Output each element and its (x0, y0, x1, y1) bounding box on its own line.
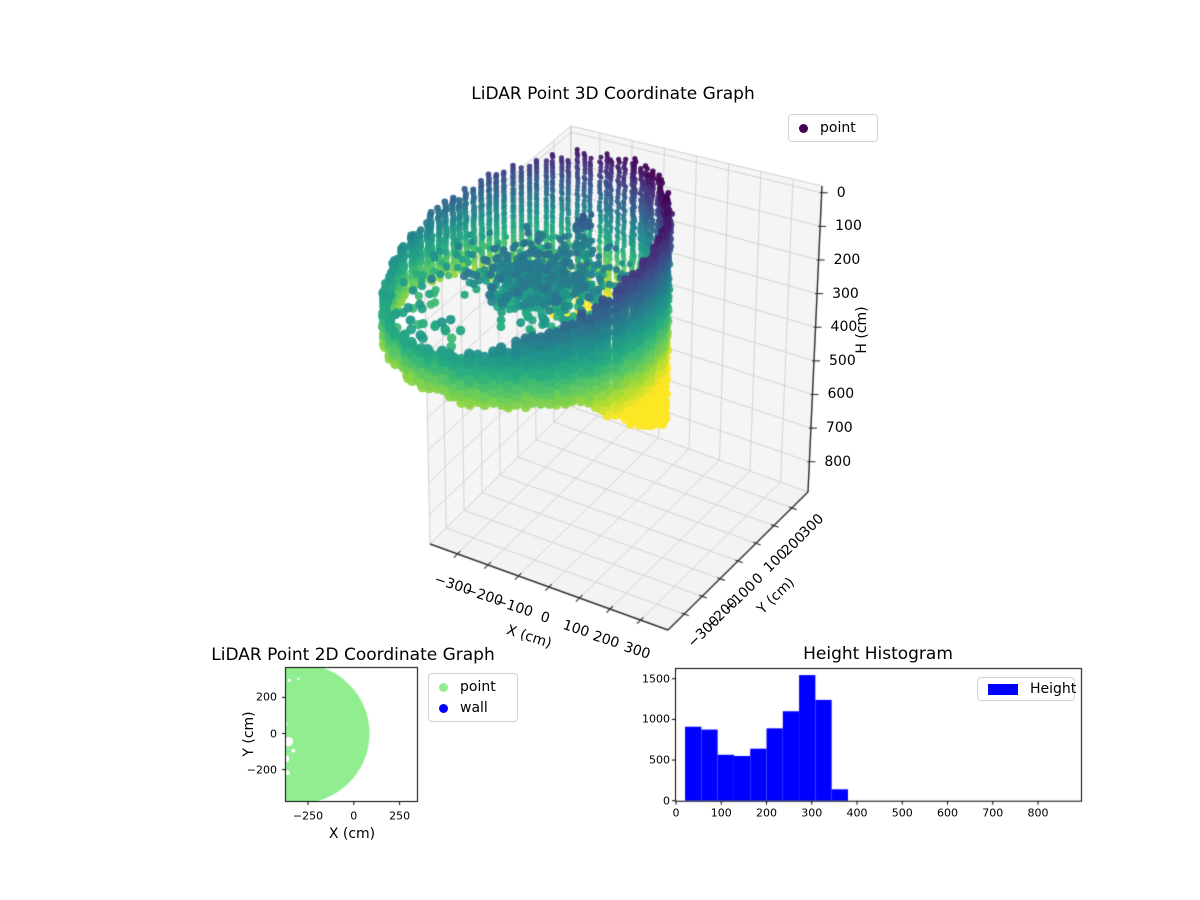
height-legend-label: Height (1030, 680, 1077, 697)
hist-x-tick-label: 200 (756, 806, 777, 819)
point-legend-marker (439, 682, 448, 692)
3d-scatter-plot-canvas (300, 80, 900, 660)
3d-z-tick-label: 600 (827, 386, 855, 403)
2d-plot-title: LiDAR Point 2D Coordinate Graph (211, 645, 495, 665)
hist-x-tick-label: 700 (982, 806, 1004, 819)
3d-z-tick-label: 0 (836, 184, 846, 201)
2d-x-tick-label: 0 (350, 809, 358, 822)
wall-legend-label: wall (460, 699, 488, 716)
legend-row: point (439, 677, 509, 698)
3d-z-tick-label: 800 (824, 453, 852, 470)
hist-x-tick-label: 0 (672, 806, 680, 819)
legend-row: Height (988, 679, 1076, 700)
2d-scatter-plot-canvas (276, 660, 428, 812)
3d-z-tick-label: 300 (832, 285, 859, 302)
point-legend-marker (799, 123, 808, 133)
hist-x-tick-label: 600 (937, 806, 958, 819)
hist-y-tick-label: 500 (649, 753, 670, 767)
2d-y-axis-label: Y (cm) (241, 711, 257, 757)
2d-x-tick-label: −250 (292, 809, 324, 822)
2d-legend: point wall (428, 673, 518, 722)
hist-y-tick-label: 0 (663, 794, 670, 808)
hist-x-tick-label: 300 (801, 806, 823, 819)
2d-x-axis-label: X (cm) (328, 826, 376, 842)
3d-z-tick-label: 200 (833, 251, 861, 268)
hist-x-tick-label: 400 (846, 806, 868, 819)
histogram-legend: Height (977, 677, 1076, 701)
3d-z-tick-label: 400 (830, 319, 858, 336)
point-legend-label: point (820, 119, 856, 136)
height-legend-swatch (988, 683, 1018, 695)
2d-y-tick-label: 0 (270, 727, 277, 740)
3d-z-tick-label: 100 (835, 218, 862, 235)
hist-y-tick-label: 1000 (642, 712, 670, 726)
3d-plot-title: LiDAR Point 3D Coordinate Graph (471, 84, 755, 104)
3d-z-tick-label: 500 (829, 352, 856, 369)
histogram-title: Height Histogram (803, 644, 953, 664)
hist-x-tick-label: 100 (710, 806, 732, 819)
2d-x-tick-label: 250 (389, 809, 411, 822)
2d-y-tick-label: −200 (246, 763, 277, 777)
3d-legend: point (788, 114, 878, 142)
point-legend-label: point (460, 678, 496, 695)
hist-x-tick-label: 500 (891, 806, 913, 819)
3d-z-tick-label: 700 (825, 420, 853, 437)
wall-legend-marker (439, 703, 448, 713)
hist-y-tick-label: 1500 (642, 672, 670, 686)
2d-y-tick-label: 200 (256, 690, 277, 704)
legend-row: point (799, 118, 869, 139)
hist-x-tick-label: 800 (1027, 806, 1049, 819)
legend-row: wall (439, 698, 509, 719)
